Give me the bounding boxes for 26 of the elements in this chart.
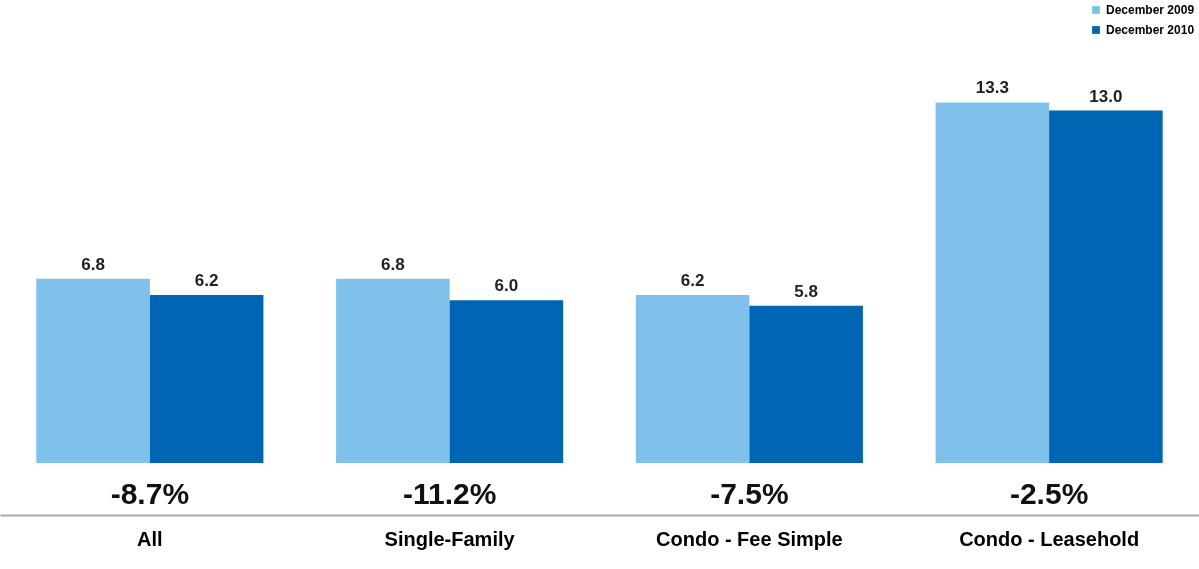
data-label: 5.8 — [794, 281, 818, 301]
text: -8.7% — [110, 477, 190, 510]
bar — [149, 294, 264, 464]
bar — [336, 278, 450, 464]
bar — [635, 294, 750, 464]
data-label: 13.3 — [975, 78, 1009, 98]
data-label: 6.0 — [494, 276, 519, 296]
x-tick-label: Condo - Fee Simple — [656, 527, 843, 550]
x-tick-label: All — [137, 527, 163, 550]
data-label: 6.8 — [81, 254, 105, 274]
data-label: 6.2 — [194, 270, 219, 290]
data-label: 6.2 — [680, 270, 705, 290]
text: -7.5% — [710, 477, 789, 510]
legend-label: December 2009 — [1106, 3, 1195, 17]
data-label: 6.8 — [381, 254, 405, 274]
bar — [749, 305, 863, 464]
x-tick-label: Single-Family — [384, 527, 516, 550]
bar — [449, 300, 564, 464]
bar — [935, 102, 1050, 464]
text: -11.2% — [402, 477, 497, 510]
legend-label: December 2010 — [1106, 23, 1195, 37]
text: -2.5% — [1009, 477, 1089, 510]
x-tick-label: Condo - Leasehold — [959, 527, 1140, 550]
bar — [1049, 110, 1163, 464]
data-label: 13.0 — [1089, 86, 1123, 106]
bar — [36, 278, 150, 464]
